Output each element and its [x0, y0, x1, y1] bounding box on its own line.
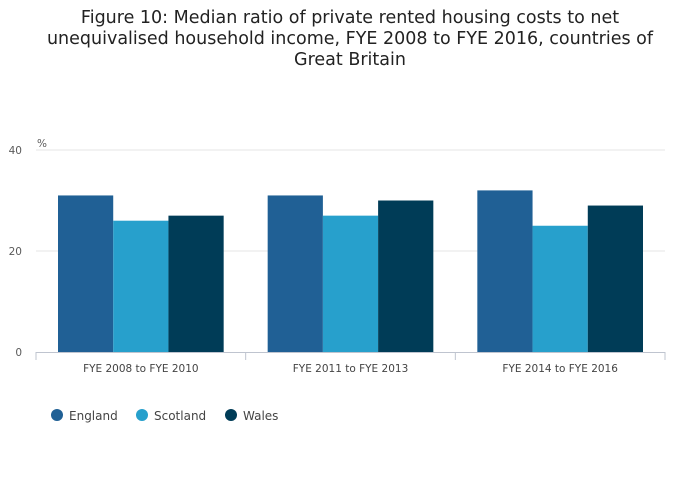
y-tick-label: 20 — [9, 246, 22, 258]
bar-england-2 — [267, 195, 323, 352]
bar-scotland-3 — [532, 225, 588, 352]
bar-scotland-1 — [113, 220, 169, 352]
legend-swatch-england — [51, 409, 63, 421]
legend: England Scotland Wales — [51, 409, 278, 423]
y-axis-unit-label: % — [37, 138, 47, 150]
x-axis: FYE 2008 to FYE 2010 FYE 2011 to FYE 2013… — [35, 352, 666, 375]
y-tick-label: 40 — [9, 145, 22, 157]
bars — [58, 190, 643, 352]
bar-wales-3 — [587, 205, 643, 352]
bar-wales-1 — [168, 215, 224, 352]
y-axis: 0 20 40 — [9, 145, 22, 359]
chart-title: Figure 10: Median ratio of private rente… — [46, 8, 654, 70]
bar-england-3 — [477, 190, 533, 352]
x-tick-label: FYE 2011 to FYE 2013 — [293, 363, 409, 375]
x-tick-label: FYE 2008 to FYE 2010 — [83, 363, 199, 375]
bar-england-1 — [58, 195, 114, 352]
y-tick-label: 0 — [15, 347, 22, 359]
legend-label-scotland: Scotland — [154, 409, 206, 423]
legend-swatch-wales — [225, 409, 237, 421]
x-tick-label: FYE 2014 to FYE 2016 — [502, 363, 618, 375]
bar-scotland-2 — [322, 215, 379, 352]
legend-label-wales: Wales — [243, 409, 278, 423]
bar-wales-2 — [378, 200, 434, 352]
legend-swatch-scotland — [136, 409, 148, 421]
legend-label-england: England — [69, 409, 118, 423]
